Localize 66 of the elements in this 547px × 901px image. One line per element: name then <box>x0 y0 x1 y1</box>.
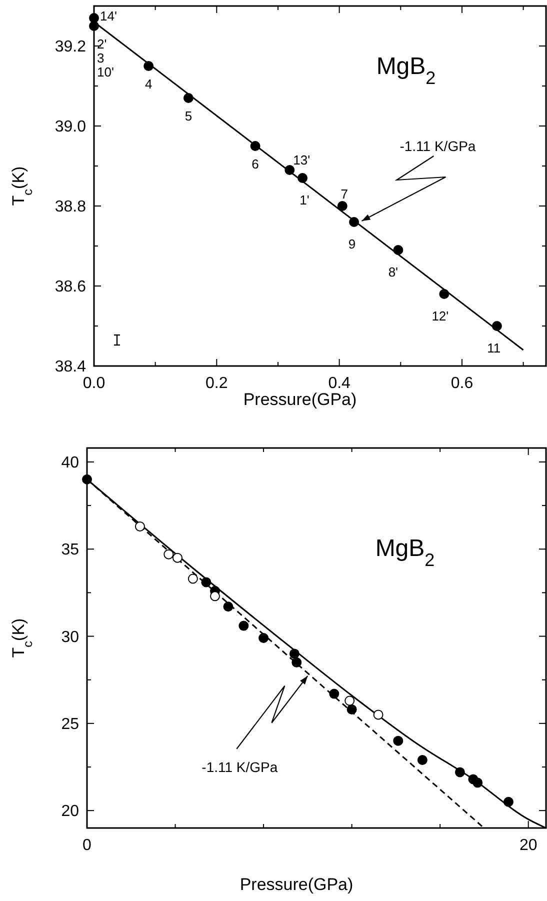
y-tick-label: 38.4 <box>54 358 86 376</box>
point <box>393 245 404 255</box>
point <box>89 21 99 31</box>
y-tick-label: 40 <box>61 454 80 472</box>
point <box>284 165 295 175</box>
annotation: -1.11 K/GPa <box>202 758 278 775</box>
x-tick-label: 0 <box>82 837 92 854</box>
annotation: 5 <box>184 108 192 124</box>
point <box>344 696 355 706</box>
y-tick-label: 35 <box>61 542 80 559</box>
x-tick-label: 0.6 <box>450 375 474 392</box>
point <box>298 173 308 183</box>
point <box>134 521 145 532</box>
point <box>439 289 450 299</box>
annotation: 1' <box>300 192 310 208</box>
y-tick-label: 30 <box>61 628 80 646</box>
y-tick-label: 38.6 <box>54 278 86 296</box>
point <box>172 552 182 563</box>
point <box>454 767 465 778</box>
point <box>82 474 92 484</box>
point <box>144 61 154 71</box>
point <box>210 591 220 602</box>
x-axis-title: Pressure(GPa) <box>240 875 354 894</box>
point <box>373 710 384 720</box>
annotation: MgB$_{2}$ <box>376 53 436 88</box>
y-tick-label: 25 <box>61 716 80 734</box>
x-tick-label: 0.0 <box>82 375 106 392</box>
point <box>329 688 340 699</box>
annotation: 4 <box>144 76 152 92</box>
point <box>417 755 428 766</box>
point <box>238 620 249 631</box>
point <box>258 633 269 643</box>
x-tick-label: 0.2 <box>206 375 228 392</box>
annotation: 9 <box>348 236 356 252</box>
point <box>492 321 502 331</box>
point <box>201 577 212 588</box>
point <box>223 602 234 612</box>
point <box>183 93 194 103</box>
point <box>292 657 302 668</box>
point <box>250 141 260 151</box>
annotation: 10' <box>97 64 114 80</box>
point <box>164 549 174 560</box>
x-tick-label: 0.4 <box>328 375 351 392</box>
x-axis-title: Pressure(GPa) <box>243 390 357 409</box>
point <box>289 648 300 659</box>
point <box>337 201 348 211</box>
point <box>349 217 360 227</box>
annotation: 6 <box>252 156 259 172</box>
y-tick-label: 20 <box>61 803 80 820</box>
annotation: 11 <box>487 340 501 356</box>
annotation: 12' <box>432 308 449 324</box>
point <box>346 704 357 714</box>
annotation: 14' <box>100 8 117 24</box>
annotation: 13' <box>293 152 310 168</box>
y-tick-label: 39.0 <box>54 118 86 136</box>
point <box>393 736 404 746</box>
point <box>188 574 198 584</box>
y-tick-label: 38.8 <box>54 198 86 216</box>
annotation: MgB$_{2}$ <box>375 535 435 570</box>
annotation: 7 <box>340 186 348 202</box>
point <box>472 778 483 788</box>
annotation: 3 <box>97 50 104 66</box>
point <box>503 796 514 807</box>
annotation: 8' <box>388 264 398 280</box>
annotation: -1.11 K/GPa <box>400 138 476 154</box>
y-tick-label: 39.2 <box>54 38 86 56</box>
